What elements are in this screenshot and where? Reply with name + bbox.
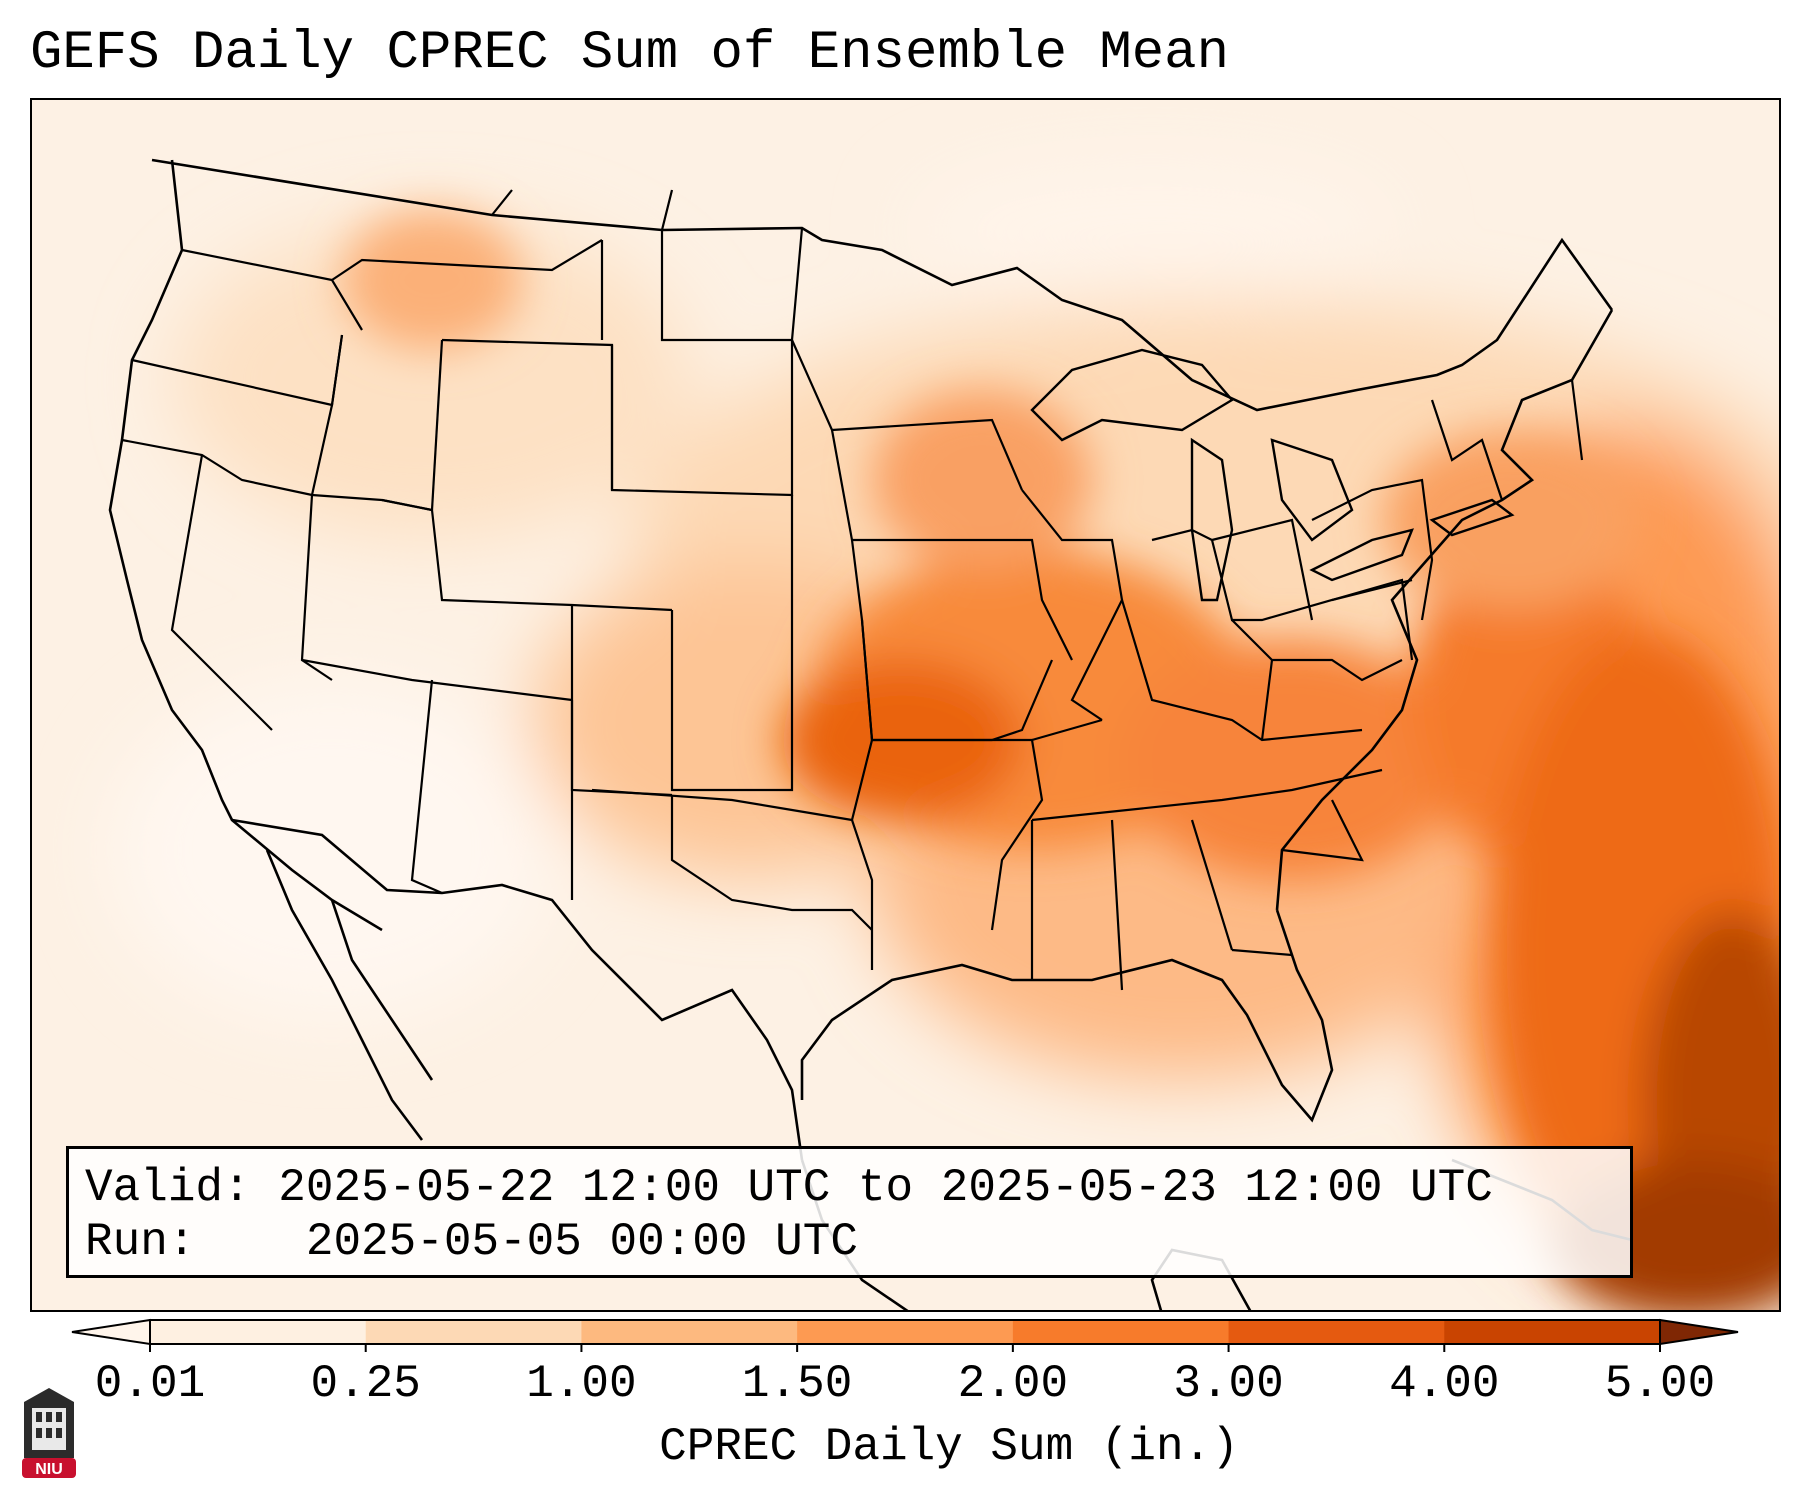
- colorbar-over-extension: [1659, 1318, 1739, 1346]
- colorbar-tick-label: 2.00: [957, 1358, 1069, 1410]
- valid-run-info-box: Valid: 2025-05-22 12:00 UTC to 2025-05-2…: [66, 1146, 1633, 1278]
- valid-row: Valid: 2025-05-22 12:00 UTC to 2025-05-2…: [85, 1161, 1614, 1215]
- colorbar-segment: [1012, 1320, 1230, 1344]
- colorbar-tick-label: 1.00: [526, 1358, 637, 1410]
- lake-huron: [1270, 438, 1354, 542]
- precip-map: [32, 100, 1779, 1310]
- colorbar-tick-label: 0.01: [94, 1358, 206, 1410]
- colorbar-segment: [581, 1320, 798, 1344]
- colorbar-segment: [150, 1320, 367, 1344]
- colorbar-tick-label: 1.50: [741, 1358, 853, 1410]
- colorbar-label: CPREC Daily Sum (in.): [659, 1421, 1239, 1473]
- valid-value: 2025-05-22 12:00 UTC to 2025-05-23 12:00…: [278, 1162, 1493, 1214]
- niu-logo-icon: NIU: [22, 1388, 76, 1478]
- lake-superior: [1030, 348, 1234, 442]
- colorbar-segment: [797, 1320, 1014, 1344]
- lake-ontario: [1429, 498, 1515, 537]
- baja-peninsula: [265, 849, 434, 1141]
- svg-text:NIU: NIU: [35, 1461, 63, 1478]
- canada-border: [151, 158, 1614, 412]
- colorbar-tick-label: 3.00: [1173, 1358, 1284, 1410]
- colorbar-tick-label: 0.25: [310, 1358, 421, 1410]
- colorbar-segment: [365, 1320, 582, 1344]
- colorbar-graphic: [71, 1318, 1739, 1352]
- chart-title: GEFS Daily CPREC Sum of Ensemble Mean: [30, 23, 1229, 84]
- colorbar-under-extension: [71, 1318, 151, 1346]
- colorbar-tick-label: 4.00: [1389, 1358, 1500, 1410]
- run-label: Run:: [85, 1216, 196, 1268]
- colorbar-tick-label: 5.00: [1604, 1358, 1716, 1410]
- lake-erie: [1309, 528, 1414, 582]
- colorbar: [70, 1314, 1740, 1354]
- map-panel: [30, 98, 1781, 1312]
- lake-michigan: [1190, 437, 1234, 602]
- run-row: Run: 2025-05-05 00:00 UTC: [85, 1215, 1614, 1269]
- precip-field: [32, 100, 1779, 1310]
- colorbar-segment: [1444, 1320, 1661, 1344]
- west-coast: [108, 159, 383, 932]
- east-coast: [1275, 309, 1614, 911]
- colorbar-segment: [1228, 1320, 1445, 1344]
- niu-logo: NIU: [20, 1384, 78, 1480]
- gulf-coast: [800, 909, 1334, 1123]
- run-value: 2025-05-05 00:00 UTC: [305, 1216, 858, 1268]
- valid-label: Valid:: [85, 1162, 251, 1214]
- great-lakes: [1030, 348, 1515, 602]
- mexico-border: [231, 818, 804, 1161]
